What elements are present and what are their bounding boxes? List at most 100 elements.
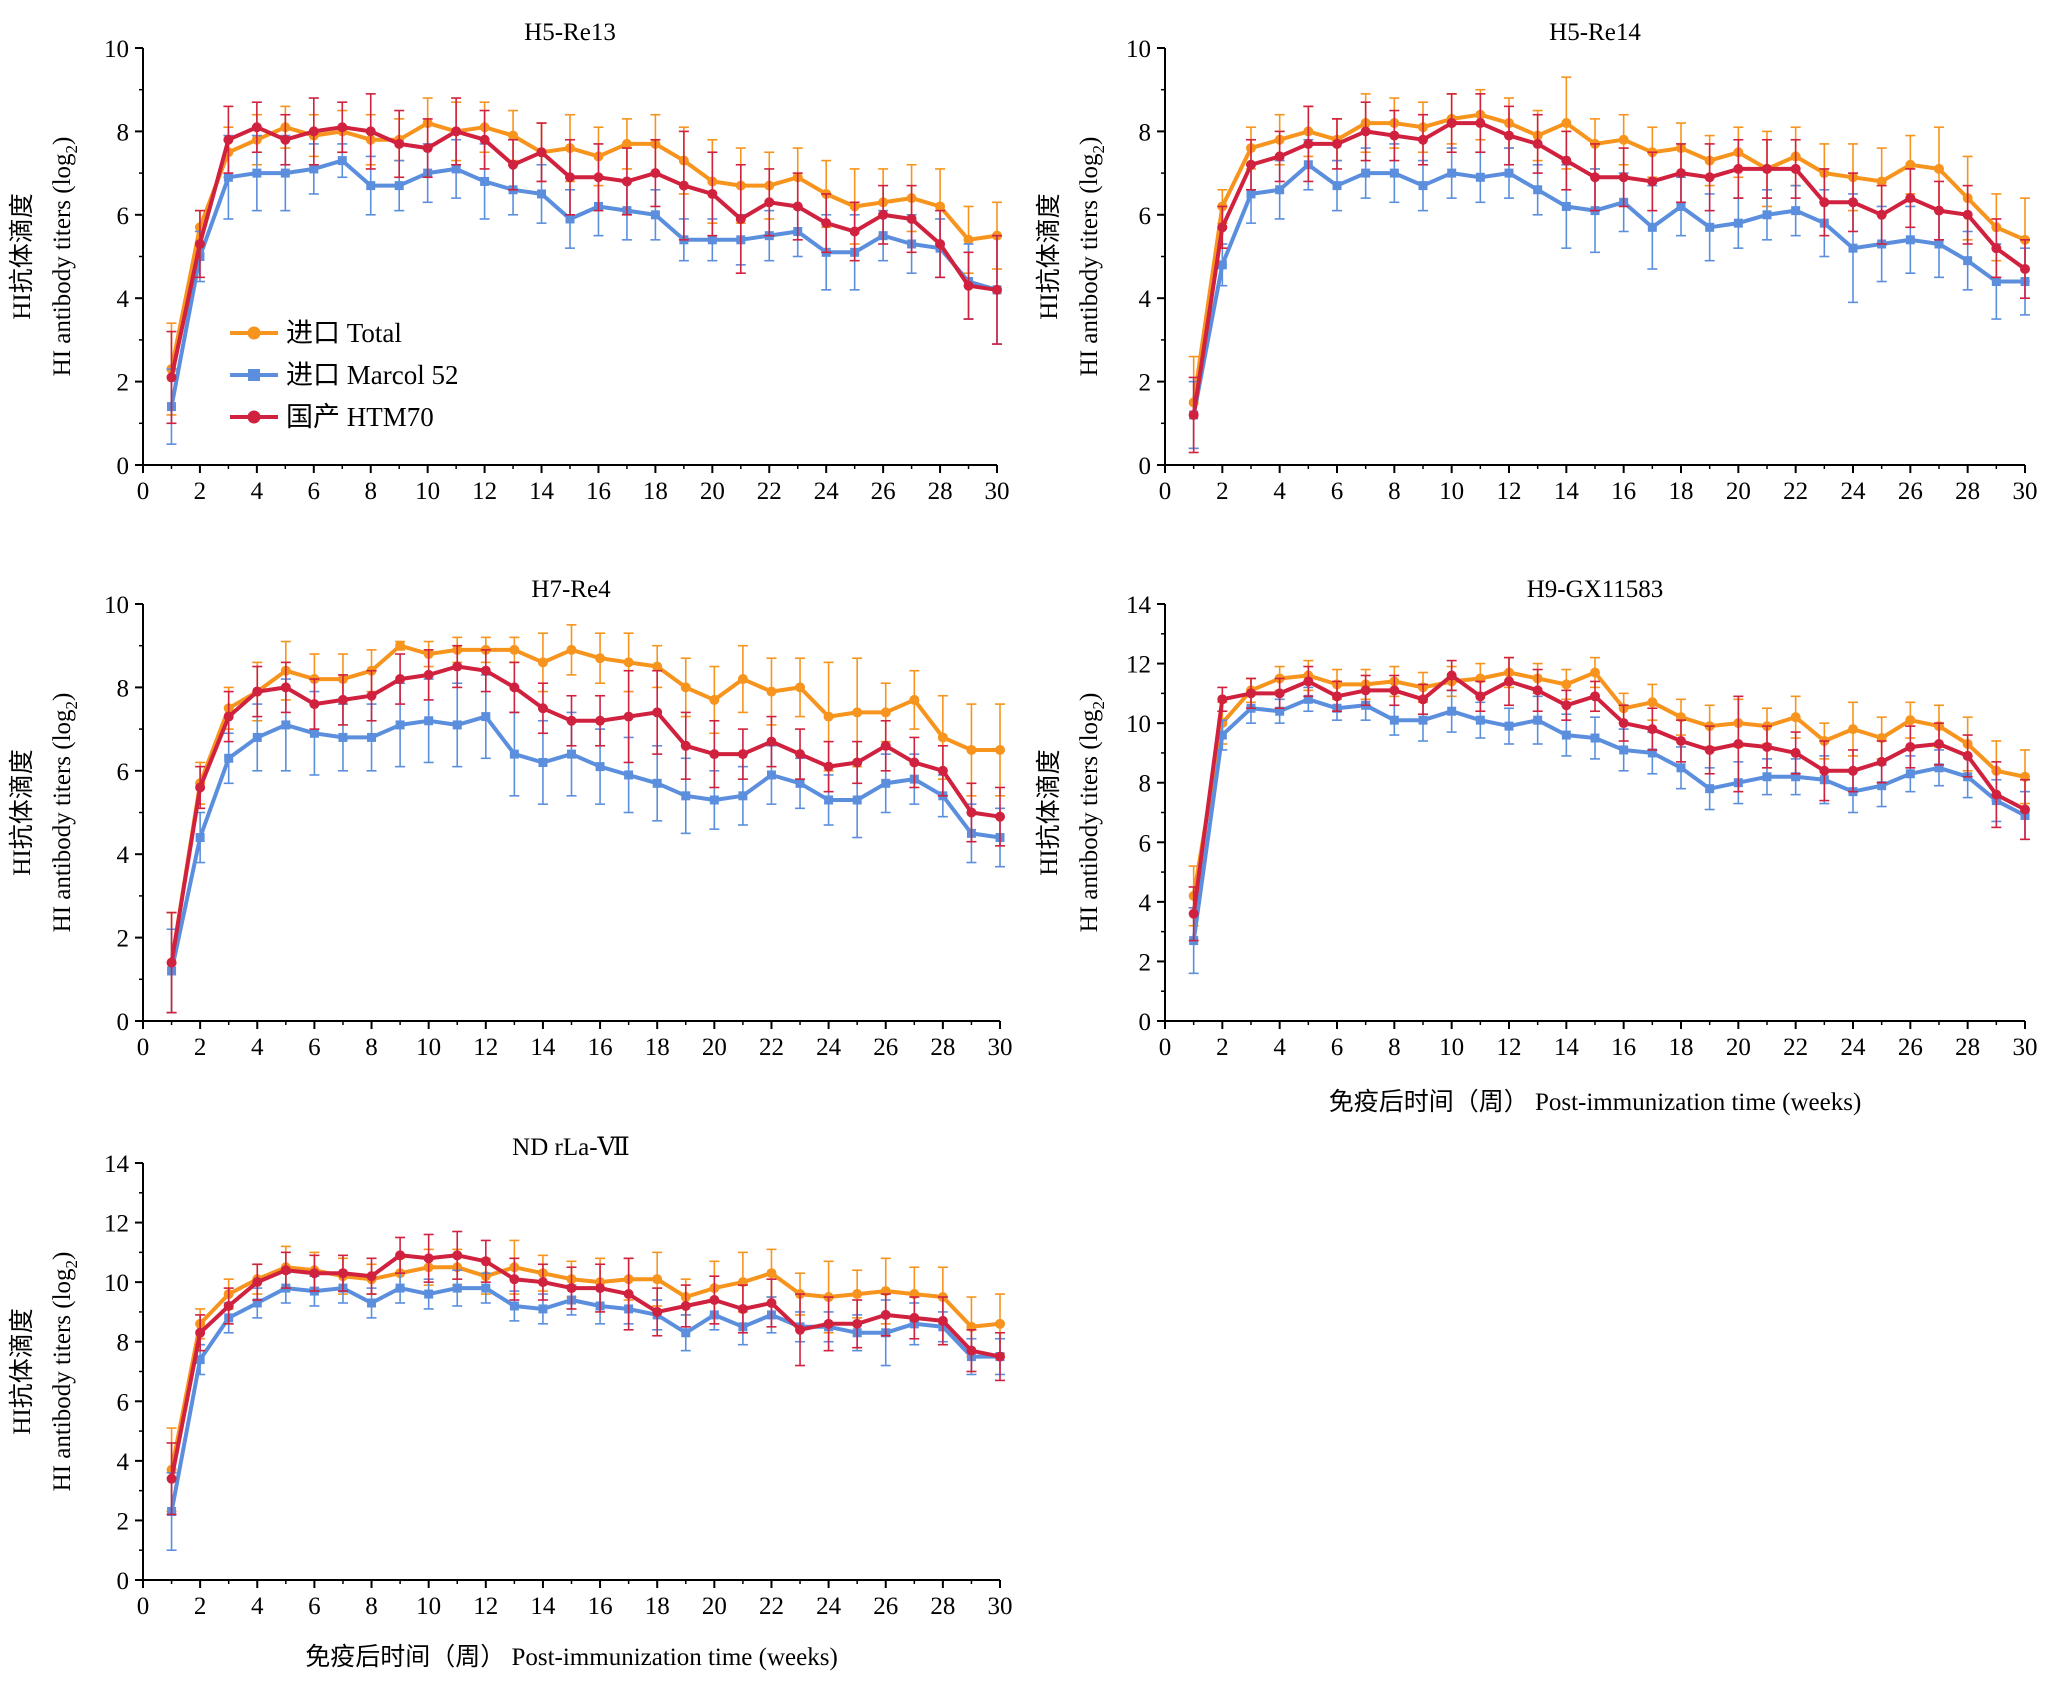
- x-tick-label: 8: [1388, 478, 1401, 505]
- data-point: [481, 1283, 491, 1293]
- data-point: [709, 795, 719, 805]
- x-tick-label: 28: [928, 478, 953, 505]
- x-tick-label: 22: [757, 478, 782, 505]
- data-point: [280, 1265, 291, 1276]
- x-tick-label: 20: [1726, 478, 1751, 505]
- data-point: [678, 180, 689, 191]
- data-point: [309, 699, 320, 710]
- data-point: [223, 711, 234, 722]
- y-tick-label: 8: [1139, 119, 1152, 146]
- series-htm70: [1188, 656, 2030, 942]
- data-point: [166, 372, 177, 383]
- data-point: [1561, 700, 1572, 711]
- data-point: [680, 682, 691, 693]
- x-tick-label: 16: [586, 478, 611, 505]
- y-tick-label: 0: [117, 453, 130, 480]
- x-tick-label: 0: [137, 1593, 150, 1620]
- series-htm70: [1188, 93, 2030, 454]
- x-tick-label: 24: [816, 1034, 842, 1061]
- data-point: [252, 732, 262, 742]
- y-tick-label: 2: [117, 370, 130, 397]
- data-point: [565, 172, 575, 183]
- data-point: [1934, 205, 1944, 216]
- data-point: [909, 757, 920, 768]
- data-point: [337, 156, 347, 166]
- x-tick-label: 26: [1898, 478, 1923, 505]
- x-tick-label: 28: [1955, 1034, 1980, 1061]
- data-point: [538, 1304, 548, 1314]
- data-point: [1275, 185, 1285, 195]
- data-point: [1446, 670, 1457, 681]
- data-point: [1991, 277, 2001, 287]
- data-point: [337, 122, 348, 133]
- series-marcol: [166, 1269, 1005, 1552]
- data-point: [1962, 209, 1973, 220]
- data-point: [337, 694, 348, 705]
- data-point: [1590, 172, 1600, 183]
- data-point: [1848, 243, 1858, 253]
- data-point: [538, 757, 548, 767]
- data-point: [1790, 712, 1801, 723]
- x-tick-label: 8: [365, 1593, 378, 1620]
- data-point: [395, 640, 406, 651]
- data-point: [1991, 789, 2002, 800]
- data-point: [652, 707, 663, 718]
- data-point: [680, 740, 691, 751]
- data-point: [1561, 730, 1571, 740]
- series-marcol: [1188, 686, 2030, 975]
- data-point: [1676, 201, 1686, 211]
- data-point: [1246, 159, 1256, 170]
- data-point: [652, 778, 662, 788]
- legend-label: 进口 Marcol 52: [286, 360, 458, 390]
- data-point: [937, 732, 948, 743]
- x-tick-label: 22: [759, 1593, 784, 1620]
- series-total: [1188, 76, 2030, 450]
- y-axis-label-en: HI antibody titers (log2): [1076, 137, 1108, 377]
- data-point: [166, 1473, 177, 1484]
- data-point: [1332, 138, 1342, 149]
- data-point: [795, 749, 806, 760]
- data-point: [1217, 222, 1228, 233]
- x-tick-label: 6: [308, 1593, 321, 1620]
- x-tick-label: 18: [1669, 478, 1694, 505]
- data-point: [309, 728, 319, 738]
- data-point: [1246, 688, 1256, 699]
- data-point: [1532, 685, 1543, 696]
- series-marcol: [1188, 138, 2030, 450]
- legend-label: 进口 Total: [286, 318, 402, 348]
- data-point: [537, 189, 547, 199]
- x-tick-label: 10: [1439, 1034, 1464, 1061]
- data-point: [567, 749, 576, 759]
- data-point: [880, 707, 891, 718]
- data-point: [480, 176, 490, 186]
- data-point: [1504, 721, 1514, 731]
- y-tick-label: 4: [117, 286, 130, 313]
- legend-swatch-marker: [247, 326, 261, 340]
- data-point: [1188, 409, 1199, 420]
- y-tick-label: 10: [104, 1270, 129, 1297]
- data-point: [878, 209, 889, 220]
- data-point: [1561, 679, 1572, 690]
- data-point: [223, 172, 233, 182]
- data-point: [566, 715, 577, 726]
- data-point: [1561, 155, 1572, 166]
- data-point: [1360, 685, 1371, 696]
- x-tick-label: 0: [137, 478, 150, 505]
- x-tick-label: 0: [1159, 1034, 1172, 1061]
- data-point: [309, 1268, 320, 1279]
- data-point: [992, 284, 1002, 295]
- data-point: [1647, 697, 1658, 708]
- x-tick-label: 20: [702, 1593, 727, 1620]
- x-tick-label: 10: [416, 1593, 441, 1620]
- data-point: [1418, 134, 1428, 145]
- data-point: [1504, 676, 1514, 687]
- data-point: [1418, 715, 1428, 725]
- y-tick-label: 4: [117, 1449, 130, 1476]
- data-point: [593, 172, 604, 183]
- data-point: [367, 1298, 377, 1308]
- x-tick-label: 22: [1783, 1034, 1808, 1061]
- data-point: [424, 716, 434, 726]
- data-point: [1532, 138, 1543, 149]
- data-point: [880, 740, 891, 751]
- data-point: [536, 147, 547, 158]
